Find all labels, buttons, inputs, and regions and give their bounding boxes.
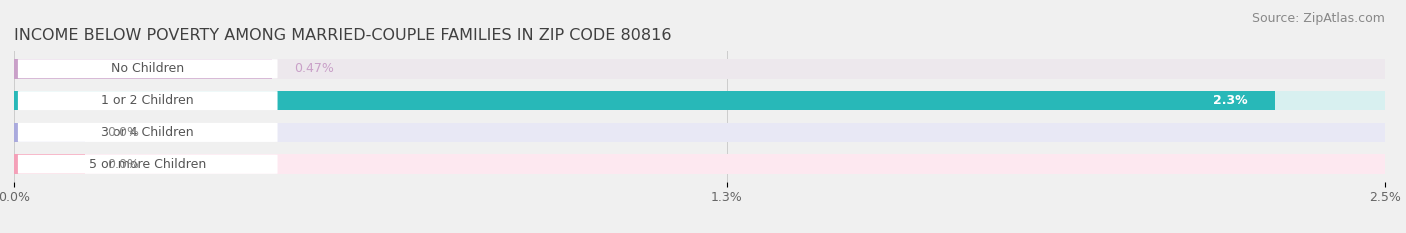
Text: No Children: No Children bbox=[111, 62, 184, 75]
Text: 2.3%: 2.3% bbox=[1213, 94, 1249, 107]
Bar bbox=[14, 154, 1385, 174]
Bar bbox=[14, 91, 1275, 110]
FancyBboxPatch shape bbox=[18, 123, 277, 142]
Text: Source: ZipAtlas.com: Source: ZipAtlas.com bbox=[1251, 12, 1385, 25]
Text: INCOME BELOW POVERTY AMONG MARRIED-COUPLE FAMILIES IN ZIP CODE 80816: INCOME BELOW POVERTY AMONG MARRIED-COUPL… bbox=[14, 28, 672, 43]
Bar bbox=[14, 91, 1385, 110]
Text: 3 or 4 Children: 3 or 4 Children bbox=[101, 126, 194, 139]
Text: 0.0%: 0.0% bbox=[107, 158, 139, 171]
Bar bbox=[14, 59, 271, 79]
Text: 5 or more Children: 5 or more Children bbox=[89, 158, 207, 171]
Bar bbox=[14, 123, 1385, 142]
Text: 0.47%: 0.47% bbox=[294, 62, 333, 75]
FancyBboxPatch shape bbox=[18, 91, 277, 110]
FancyBboxPatch shape bbox=[18, 155, 277, 174]
Bar bbox=[14, 59, 1385, 79]
Text: 1 or 2 Children: 1 or 2 Children bbox=[101, 94, 194, 107]
Bar bbox=[14, 154, 86, 174]
Bar bbox=[14, 123, 86, 142]
Text: 0.0%: 0.0% bbox=[107, 126, 139, 139]
FancyBboxPatch shape bbox=[18, 59, 277, 78]
